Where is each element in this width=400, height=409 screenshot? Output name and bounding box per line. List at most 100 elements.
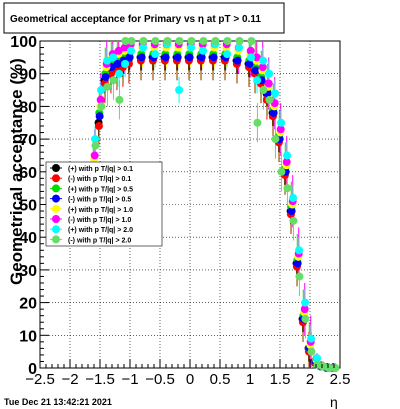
data-point bbox=[245, 59, 254, 68]
data-point bbox=[277, 167, 286, 176]
data-point bbox=[223, 50, 232, 59]
data-point bbox=[251, 66, 260, 75]
data-point bbox=[325, 364, 334, 372]
legend-entry: (+) with p T/|q| > 2.0 bbox=[68, 227, 133, 234]
data-point bbox=[301, 298, 310, 307]
data-point bbox=[175, 86, 184, 95]
data-point bbox=[271, 89, 280, 98]
y-tick-label: 30 bbox=[19, 263, 37, 280]
data-point bbox=[253, 118, 262, 127]
data-point bbox=[114, 46, 123, 55]
data-point bbox=[307, 347, 316, 356]
legend-marker bbox=[52, 235, 60, 244]
data-point bbox=[319, 362, 328, 371]
data-point bbox=[264, 79, 273, 88]
x-tick-label: 0.5 bbox=[210, 371, 231, 388]
data-point bbox=[127, 46, 136, 55]
data-point bbox=[97, 86, 106, 95]
data-point bbox=[271, 135, 280, 144]
x-tick-label: −1 bbox=[121, 371, 138, 388]
y-tick-label: 100 bbox=[10, 34, 37, 51]
data-point bbox=[151, 37, 160, 45]
data-point bbox=[283, 184, 292, 193]
y-tick-label: 10 bbox=[19, 328, 37, 345]
data-point bbox=[289, 193, 298, 202]
x-tick-label: 2 bbox=[306, 371, 314, 388]
data-point bbox=[163, 37, 172, 45]
legend-entry: (-) with p T/|q| > 2.0 bbox=[68, 237, 131, 244]
data-point bbox=[293, 259, 302, 268]
legend-entry: (+) with p T/|q| > 0.5 bbox=[68, 186, 133, 193]
data-point bbox=[139, 43, 148, 52]
data-point bbox=[295, 272, 304, 281]
data-point bbox=[103, 56, 112, 65]
data-point bbox=[258, 63, 267, 72]
legend-marker bbox=[52, 215, 60, 223]
y-tick-label: 70 bbox=[19, 132, 37, 149]
data-point bbox=[125, 53, 134, 62]
legend-marker bbox=[52, 225, 60, 234]
y-tick-label: 60 bbox=[19, 165, 37, 182]
data-point bbox=[90, 151, 99, 160]
legend-box bbox=[45, 161, 163, 247]
data-point bbox=[115, 69, 124, 78]
x-tick-label: 1 bbox=[246, 371, 254, 388]
axes: −2.5 −2 −1.5 −1 −0.5 0 0.5 1 1.5 2 2.5 0 10 20 30 40 50 6… bbox=[10, 34, 350, 388]
timestamp: Tue Dec 21 13:42:21 2021 bbox=[4, 397, 112, 407]
data-point bbox=[199, 37, 208, 45]
x-tick-label: −0.5 bbox=[145, 371, 175, 388]
data-point bbox=[95, 112, 104, 121]
data-point bbox=[265, 95, 274, 104]
data-point bbox=[161, 53, 170, 62]
data-point bbox=[127, 37, 136, 45]
legend-marker bbox=[52, 194, 60, 203]
data-point bbox=[252, 53, 261, 62]
data-point bbox=[265, 69, 274, 78]
data-point bbox=[91, 141, 100, 150]
data-point bbox=[289, 216, 298, 225]
data-point bbox=[109, 53, 118, 62]
title-box bbox=[3, 2, 285, 34]
data-point bbox=[151, 50, 160, 59]
data-point bbox=[276, 125, 285, 134]
data-point bbox=[187, 37, 196, 45]
y-tick-label: 0 bbox=[28, 361, 37, 378]
data-point bbox=[223, 37, 232, 45]
legend-marker bbox=[52, 164, 60, 172]
data-points bbox=[88, 37, 340, 372]
data-point bbox=[313, 354, 322, 363]
data-point bbox=[101, 72, 110, 81]
y-axis-label: Geometrical acceptance (%) bbox=[7, 58, 26, 285]
data-point bbox=[209, 53, 218, 62]
data-point bbox=[233, 56, 242, 65]
data-point bbox=[331, 364, 340, 372]
data-point bbox=[91, 135, 100, 144]
y-tick-label: 20 bbox=[19, 296, 37, 313]
legend-entry: (-) with p T/|q| > 0.1 bbox=[68, 176, 131, 183]
legend-entry: (-) with p T/|q| > 0.5 bbox=[68, 197, 131, 204]
data-point bbox=[113, 59, 122, 68]
data-point bbox=[115, 95, 124, 104]
data-point bbox=[235, 37, 244, 45]
chart-title: Geometrical acceptance for Primary vs η … bbox=[10, 14, 261, 25]
data-point bbox=[187, 43, 196, 52]
x-tick-label: 1.5 bbox=[270, 371, 291, 388]
legend-marker bbox=[52, 174, 60, 183]
x-tick-label: −2 bbox=[61, 371, 78, 388]
legend-entry: (+) with p T/|q| > 0.1 bbox=[68, 166, 133, 173]
data-point bbox=[197, 53, 206, 62]
data-point bbox=[139, 37, 148, 45]
legend-marker bbox=[52, 184, 60, 193]
x-tick-label: 2.5 bbox=[330, 371, 351, 388]
data-point bbox=[173, 53, 182, 62]
data-point bbox=[246, 46, 255, 55]
data-point bbox=[282, 157, 291, 166]
data-point bbox=[259, 86, 268, 95]
data-point bbox=[247, 37, 256, 45]
data-point bbox=[307, 334, 316, 343]
data-point bbox=[103, 82, 112, 91]
data-point bbox=[185, 53, 194, 62]
data-point bbox=[121, 59, 130, 68]
data-point bbox=[295, 246, 304, 255]
